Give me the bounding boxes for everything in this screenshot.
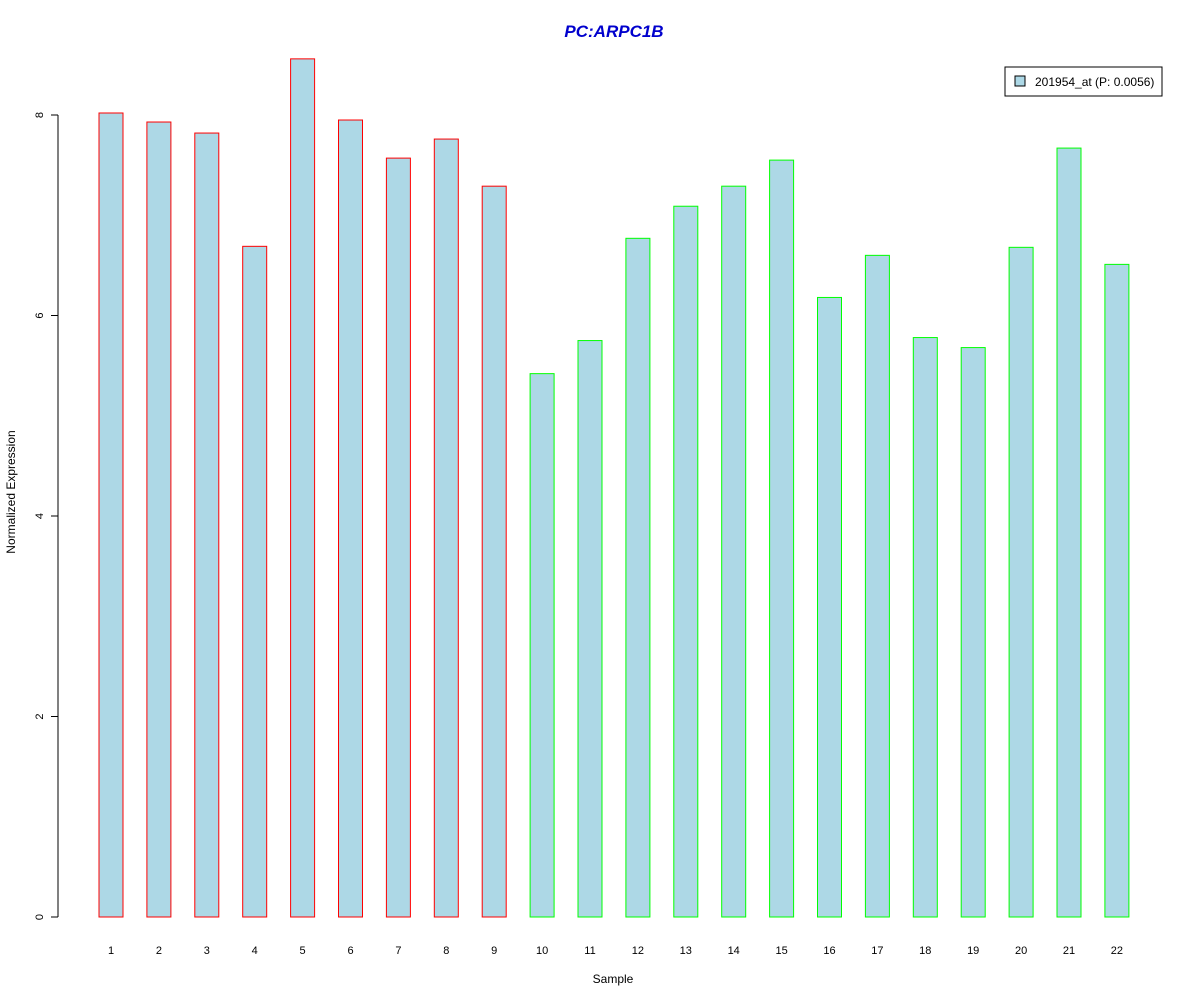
bar bbox=[577, 340, 603, 918]
x-tick-label: 1 bbox=[108, 945, 114, 957]
bar bbox=[433, 138, 459, 918]
bar bbox=[242, 245, 268, 918]
bar bbox=[673, 205, 699, 918]
y-tick-label: 6 bbox=[34, 312, 46, 318]
y-axis-label: Normalized Expression bbox=[4, 430, 18, 553]
bar bbox=[769, 159, 795, 918]
x-tick-labels: 1 2 3 4 5 6 7 8 9 10 11 12 13 14 15 16 17 18 19 20 21 22 bbox=[108, 945, 1123, 957]
x-tick-label: 6 bbox=[347, 945, 353, 957]
x-tick-label: 14 bbox=[728, 945, 740, 957]
x-tick-label: 4 bbox=[252, 945, 258, 957]
bar bbox=[481, 185, 507, 918]
bar bbox=[625, 237, 651, 918]
bar bbox=[960, 347, 986, 918]
bar bbox=[1104, 263, 1130, 918]
x-tick-label: 18 bbox=[919, 945, 931, 957]
bar bbox=[529, 373, 555, 918]
bar bbox=[385, 157, 411, 918]
x-tick-label: 13 bbox=[680, 945, 692, 957]
bar bbox=[1056, 147, 1082, 918]
y-tick-label: 8 bbox=[34, 112, 46, 118]
x-tick-label: 21 bbox=[1063, 945, 1075, 957]
y-tick-label: 4 bbox=[34, 513, 46, 519]
x-tick-label: 16 bbox=[823, 945, 835, 957]
x-tick-label: 17 bbox=[871, 945, 883, 957]
bars-group bbox=[98, 58, 1130, 918]
bar bbox=[1008, 246, 1034, 918]
x-tick-label: 12 bbox=[632, 945, 644, 957]
chart-title: PC:ARPC1B bbox=[564, 22, 663, 41]
legend-label: 201954_at (P: 0.0056) bbox=[1035, 75, 1154, 89]
x-tick-label: 8 bbox=[443, 945, 449, 957]
y-tick-label: 2 bbox=[34, 713, 46, 719]
bar bbox=[338, 119, 363, 918]
x-tick-label: 11 bbox=[584, 945, 595, 957]
bar bbox=[864, 254, 890, 918]
x-tick-label: 19 bbox=[967, 945, 979, 957]
bar bbox=[98, 112, 124, 918]
bar bbox=[194, 132, 220, 918]
y-axis: 0 2 4 6 8 bbox=[34, 112, 59, 920]
x-axis-label: Sample bbox=[593, 972, 634, 986]
x-tick-label: 5 bbox=[300, 945, 306, 957]
x-tick-label: 2 bbox=[156, 945, 162, 957]
bar bbox=[290, 58, 316, 918]
bar bbox=[817, 296, 842, 918]
legend-box bbox=[1004, 66, 1163, 97]
x-tick-label: 20 bbox=[1015, 945, 1027, 957]
legend-swatch bbox=[1014, 75, 1026, 87]
bar bbox=[721, 185, 747, 918]
x-tick-label: 9 bbox=[491, 945, 497, 957]
x-tick-label: 15 bbox=[775, 945, 787, 957]
x-tick-label: 3 bbox=[204, 945, 210, 957]
bar bbox=[912, 337, 938, 918]
legend: 201954_at (P: 0.0056) bbox=[1004, 66, 1163, 97]
x-tick-label: 7 bbox=[395, 945, 401, 957]
y-tick-label: 0 bbox=[34, 914, 46, 920]
x-tick-label: 10 bbox=[536, 945, 548, 957]
x-tick-label: 22 bbox=[1111, 945, 1123, 957]
bar bbox=[146, 121, 172, 918]
